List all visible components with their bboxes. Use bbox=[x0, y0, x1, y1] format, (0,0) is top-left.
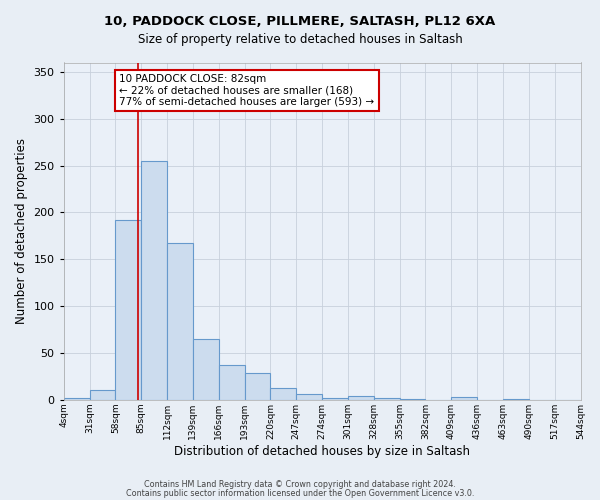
Bar bbox=[503, 399, 529, 400]
Bar bbox=[89, 390, 115, 400]
Bar bbox=[193, 339, 219, 400]
Bar bbox=[245, 372, 271, 400]
Bar bbox=[451, 397, 477, 400]
Y-axis label: Number of detached properties: Number of detached properties bbox=[15, 138, 28, 324]
Text: Contains public sector information licensed under the Open Government Licence v3: Contains public sector information licen… bbox=[126, 488, 474, 498]
Bar bbox=[64, 398, 89, 400]
Bar bbox=[141, 161, 167, 400]
Text: Contains HM Land Registry data © Crown copyright and database right 2024.: Contains HM Land Registry data © Crown c… bbox=[144, 480, 456, 489]
X-axis label: Distribution of detached houses by size in Saltash: Distribution of detached houses by size … bbox=[174, 444, 470, 458]
Bar bbox=[296, 394, 322, 400]
Bar bbox=[348, 396, 374, 400]
Bar bbox=[400, 399, 425, 400]
Text: Size of property relative to detached houses in Saltash: Size of property relative to detached ho… bbox=[137, 32, 463, 46]
Text: 10 PADDOCK CLOSE: 82sqm
← 22% of detached houses are smaller (168)
77% of semi-d: 10 PADDOCK CLOSE: 82sqm ← 22% of detache… bbox=[119, 74, 374, 107]
Bar bbox=[167, 244, 193, 400]
Bar bbox=[322, 398, 348, 400]
Bar bbox=[374, 398, 400, 400]
Bar bbox=[271, 388, 296, 400]
Bar bbox=[115, 220, 141, 400]
Bar bbox=[219, 365, 245, 400]
Text: 10, PADDOCK CLOSE, PILLMERE, SALTASH, PL12 6XA: 10, PADDOCK CLOSE, PILLMERE, SALTASH, PL… bbox=[104, 15, 496, 28]
